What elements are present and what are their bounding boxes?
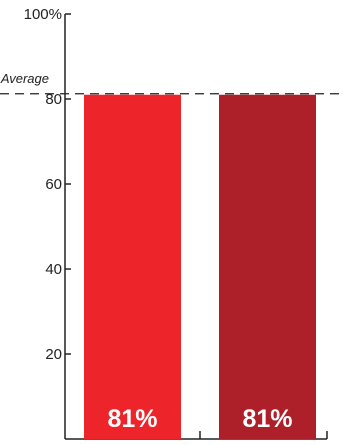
bar-2 — [219, 94, 316, 439]
bar-1 — [84, 94, 181, 439]
y-tick-label-top: 100% — [24, 6, 62, 23]
average-label: Average — [0, 71, 49, 86]
y-tick-label-80: 80 — [45, 91, 62, 108]
bars: 81% 81% — [84, 94, 316, 439]
average-reference: Average — [0, 71, 343, 95]
bar-label-2: 81% — [242, 405, 292, 433]
y-tick-label-20: 20 — [45, 346, 62, 363]
bar-label-1: 81% — [107, 405, 157, 433]
y-tick-label-60: 60 — [45, 176, 62, 193]
y-ticks: 20 40 60 80 — [45, 91, 71, 363]
y-tick-label-40: 40 — [45, 261, 62, 278]
